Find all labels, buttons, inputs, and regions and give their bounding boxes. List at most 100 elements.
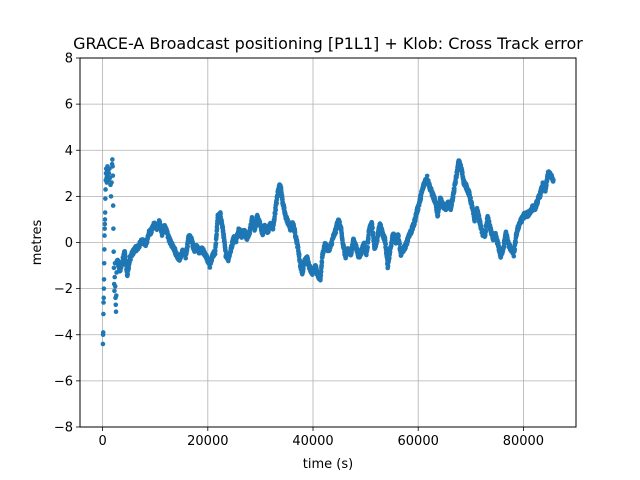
- data-point: [106, 171, 112, 176]
- data-point: [366, 232, 371, 238]
- data-point: [185, 244, 190, 249]
- data-point: [511, 253, 517, 259]
- y-tick-label: −8: [54, 421, 73, 436]
- data-point: [318, 273, 324, 278]
- data-point: [110, 164, 115, 169]
- data-point: [450, 195, 456, 200]
- data-point: [366, 236, 371, 242]
- x-axis-label: time (s): [303, 457, 353, 472]
- x-tick-label: 40000: [292, 434, 333, 449]
- data-point: [123, 253, 128, 259]
- data-point: [365, 240, 371, 245]
- data-point: [385, 263, 391, 269]
- data-point: [103, 187, 108, 192]
- data-point: [375, 238, 380, 244]
- data-point: [415, 207, 421, 212]
- data-point: [108, 194, 114, 199]
- data-point: [513, 240, 518, 245]
- data-point: [107, 166, 112, 171]
- data-point: [101, 300, 106, 305]
- y-tick-label: −4: [54, 328, 73, 343]
- data-point: [101, 260, 107, 266]
- data-point: [460, 170, 465, 175]
- data-point: [273, 207, 278, 213]
- data-point: [218, 211, 223, 217]
- data-point: [365, 245, 370, 250]
- data-point: [253, 223, 259, 229]
- data-point: [102, 210, 108, 215]
- data-point: [329, 241, 335, 246]
- data-point: [190, 240, 196, 245]
- data-point: [301, 266, 306, 271]
- data-point: [247, 230, 253, 236]
- data-point: [111, 226, 116, 231]
- data-point: [213, 241, 219, 246]
- data-point: [333, 230, 339, 235]
- y-tick-label: 2: [65, 190, 73, 205]
- data-point: [183, 255, 189, 261]
- data-point: [397, 241, 402, 247]
- data-point: [274, 200, 279, 206]
- data-point: [103, 196, 108, 201]
- x-tick-label: 0: [98, 434, 106, 449]
- data-point: [100, 330, 106, 335]
- data-point: [551, 177, 556, 183]
- data-point: [126, 266, 132, 271]
- data-point: [297, 259, 303, 265]
- data-point: [370, 225, 375, 231]
- data-point: [113, 309, 119, 314]
- y-tick-label: 8: [65, 52, 73, 67]
- y-tick-label: −2: [54, 282, 73, 297]
- y-axis-label: metres: [30, 219, 45, 265]
- data-point: [102, 226, 107, 231]
- data-point: [112, 288, 117, 294]
- data-point: [112, 274, 118, 280]
- data-point: [214, 226, 220, 232]
- data-point: [396, 233, 401, 239]
- data-point: [111, 249, 116, 255]
- y-tick-label: 0: [65, 236, 73, 251]
- x-tick-label: 80000: [503, 434, 544, 449]
- data-point: [272, 211, 278, 217]
- data-point: [110, 203, 116, 208]
- data-point: [102, 247, 107, 252]
- data-point: [109, 180, 114, 185]
- data-point: [468, 195, 473, 201]
- data-point: [483, 228, 489, 233]
- data-point: [113, 302, 119, 308]
- data-point: [101, 295, 107, 301]
- data-point: [275, 193, 280, 199]
- data-point: [110, 173, 116, 178]
- data-point: [424, 173, 430, 179]
- data-point: [370, 230, 376, 236]
- data-point: [102, 221, 108, 227]
- data-point: [112, 284, 118, 289]
- data-point: [544, 183, 549, 188]
- data-point: [318, 269, 324, 274]
- data-point: [383, 241, 389, 247]
- y-tick-label: 6: [65, 98, 73, 113]
- data-point: [296, 252, 302, 257]
- y-tick-label: 4: [65, 144, 73, 159]
- x-tick-label: 20000: [187, 434, 228, 449]
- data-point: [100, 341, 106, 347]
- data-point: [102, 233, 107, 238]
- y-tick-label: −6: [54, 374, 73, 389]
- data-points: [100, 157, 556, 347]
- data-point: [337, 219, 342, 225]
- data-point: [110, 157, 115, 162]
- data-point: [101, 286, 107, 291]
- data-point: [207, 265, 213, 270]
- data-point: [319, 260, 325, 265]
- data-point: [113, 293, 119, 298]
- data-point: [213, 248, 218, 254]
- data-point: [486, 219, 492, 224]
- data-point: [101, 311, 106, 317]
- data-point: [453, 180, 458, 185]
- data-point: [102, 217, 108, 222]
- data-point: [223, 248, 228, 254]
- data-point: [454, 172, 460, 177]
- data-point: [452, 186, 457, 191]
- axis-ticks: 0 20000 40000 60000 80000 −8 −6 −4 −2 0 2 4 6 8: [54, 52, 544, 450]
